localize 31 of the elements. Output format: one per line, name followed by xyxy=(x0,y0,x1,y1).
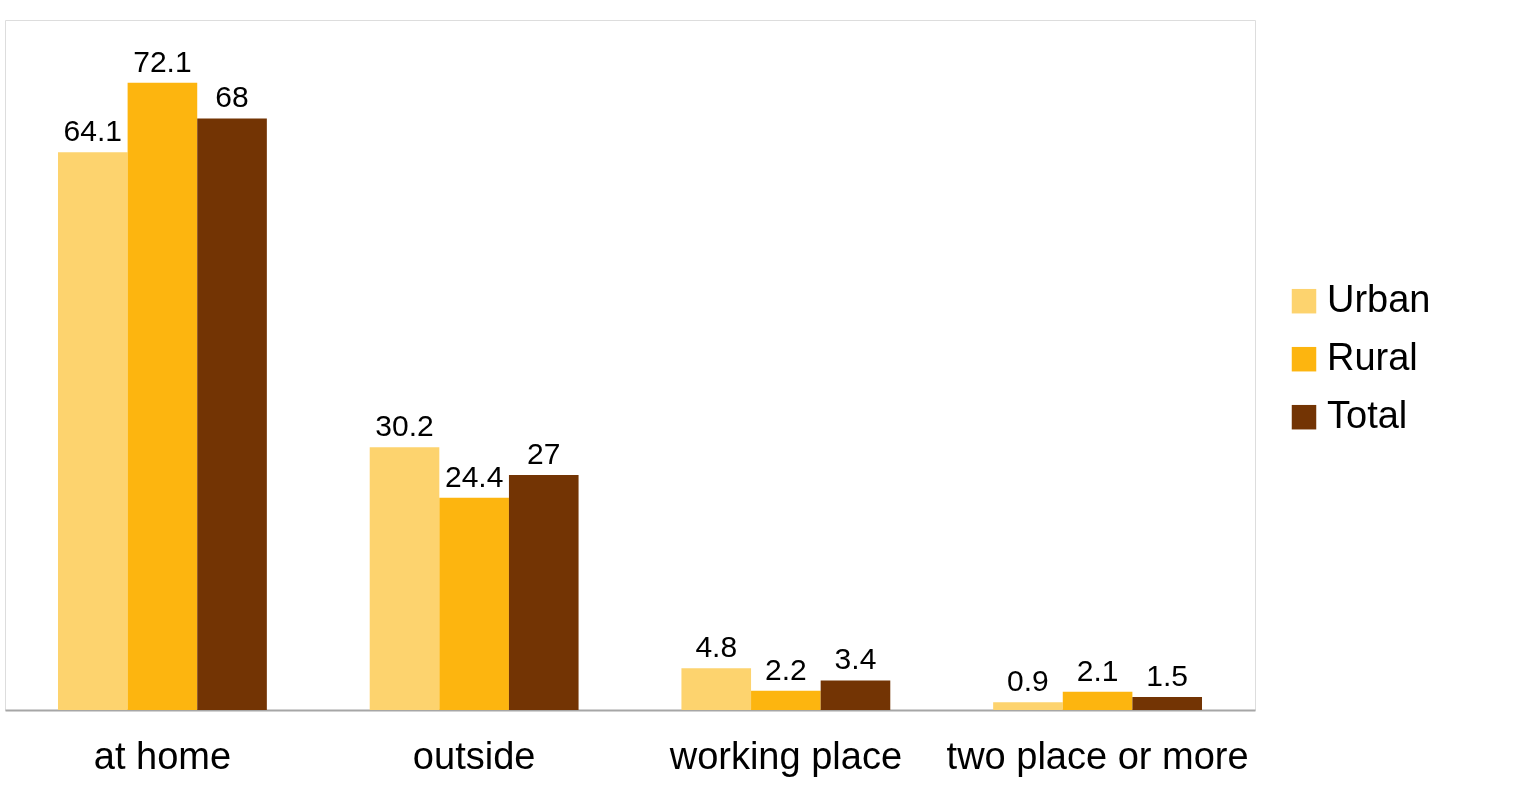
data-label: 2.2 xyxy=(765,652,807,686)
bar xyxy=(439,497,509,710)
data-label: 3.4 xyxy=(834,642,877,676)
bar xyxy=(369,447,440,710)
bar xyxy=(127,82,198,710)
data-label: 68 xyxy=(215,80,249,114)
legend-label: Total xyxy=(1327,394,1408,437)
data-label: 64.1 xyxy=(63,114,122,148)
x-tick-label: working place xyxy=(668,734,903,777)
data-label: 2.1 xyxy=(1076,653,1119,687)
bar xyxy=(508,475,579,710)
data-label: 4.8 xyxy=(695,630,738,664)
data-label: 1.5 xyxy=(1146,658,1189,692)
data-label: 72.1 xyxy=(133,44,192,78)
x-tick-label: two place or more xyxy=(946,734,1249,777)
bar xyxy=(1132,696,1203,710)
bar xyxy=(57,152,128,710)
x-tick-label: at home xyxy=(93,734,232,777)
data-label: 30.2 xyxy=(375,409,434,443)
x-tick-label: outside xyxy=(412,734,536,777)
bar xyxy=(197,118,267,710)
bar xyxy=(820,680,891,710)
data-label: 27 xyxy=(527,437,561,471)
bar xyxy=(751,690,821,710)
data-label: 24.4 xyxy=(444,459,504,493)
data-label: 0.9 xyxy=(1007,664,1049,698)
bar xyxy=(681,668,752,710)
bar xyxy=(993,702,1063,710)
legend-label: Urban xyxy=(1327,278,1431,321)
bar xyxy=(1062,691,1133,710)
legend-label: Rural xyxy=(1327,336,1418,379)
